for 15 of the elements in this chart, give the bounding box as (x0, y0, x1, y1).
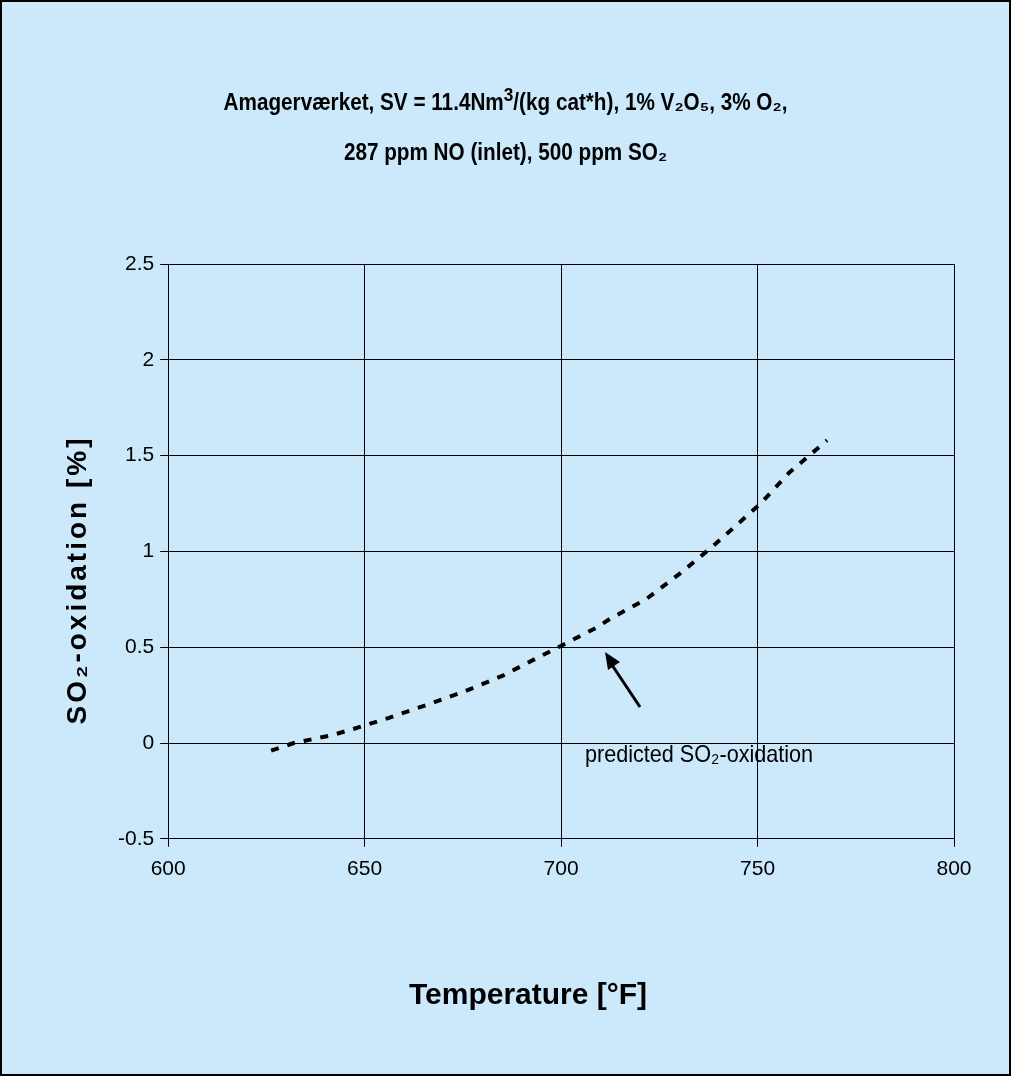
y-tick-label: 2 (142, 346, 155, 370)
chart-title: Amagerværket, SV = 11.4Nm$^{3}$/(kg cat*h), 1% V₂O₅, 3% O₂, 287 ppm NO (inlet), 500 ppm SO₂ (222, 83, 789, 167)
x-tick-label: 800 (936, 856, 972, 880)
x-tick-label: 650 (347, 856, 383, 880)
y-tick-label: -0.5 (118, 825, 155, 849)
y-tick-label: 2.5 (124, 250, 155, 274)
y-tick-label: 1 (142, 538, 155, 562)
x-tick-label: 700 (543, 856, 579, 880)
x-tick-label: 600 (150, 856, 186, 880)
y-tick-label: 1.5 (124, 442, 155, 466)
y-axis-title: SO₂-oxidation [%] (61, 435, 93, 725)
x-axis-title: Temperature [°F] (407, 977, 649, 1011)
y-tick-label: 0 (142, 729, 155, 753)
x-tick-label: 750 (740, 856, 776, 880)
y-tick-label: 0.5 (124, 634, 155, 657)
